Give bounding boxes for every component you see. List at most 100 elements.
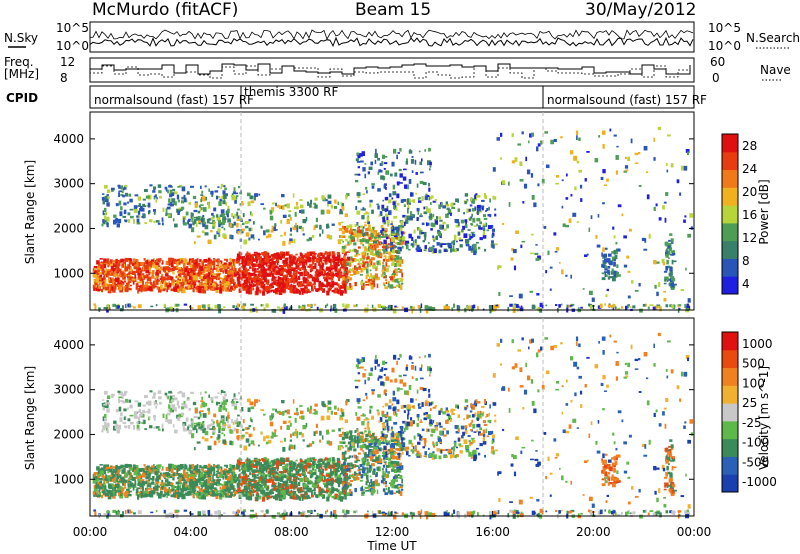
velocity-cell — [194, 481, 199, 487]
power-cell — [136, 215, 139, 218]
power-cell — [263, 207, 266, 210]
power-cell — [602, 144, 605, 149]
power-cell — [232, 305, 235, 308]
velocity-cell — [135, 489, 139, 494]
power-cell — [190, 212, 194, 218]
velocity-cell — [161, 468, 164, 471]
power-cell — [401, 272, 404, 278]
power-cell — [425, 222, 428, 227]
velocity-cell — [346, 477, 349, 481]
power-cell — [278, 205, 281, 209]
power-cell — [184, 267, 188, 273]
velocity-cell — [124, 463, 129, 468]
velocity-cell — [197, 486, 201, 489]
velocity-cell — [250, 494, 253, 497]
power-cell — [604, 265, 607, 270]
power-cell — [380, 225, 384, 229]
station-title: McMurdo (fitACF) — [92, 0, 238, 20]
power-cell — [540, 140, 543, 145]
power-cell — [281, 267, 285, 270]
velocity-cell — [154, 485, 157, 491]
power-cell — [632, 305, 636, 309]
velocity-cell — [125, 493, 128, 498]
power-cell — [129, 198, 133, 203]
power-cell — [320, 209, 325, 215]
freq-label-line1: Freq. — [4, 55, 34, 69]
power-cell — [288, 261, 292, 267]
power-cell — [400, 199, 404, 203]
power-cell — [121, 263, 125, 268]
power-cell — [194, 263, 199, 267]
power-cell — [154, 265, 159, 270]
power-cell — [328, 270, 330, 273]
power-cell — [396, 260, 400, 264]
power-cell — [357, 263, 361, 266]
power-cell — [159, 284, 163, 290]
power-cell — [270, 270, 273, 276]
power-cell — [377, 236, 381, 240]
velocity-cell — [207, 479, 210, 485]
power-cell — [142, 266, 145, 271]
power-cell — [248, 237, 251, 241]
velocity-cell — [146, 465, 149, 471]
power-cell — [281, 286, 286, 289]
power-cell — [392, 286, 397, 289]
power-cell — [575, 130, 579, 136]
power-cell — [179, 267, 182, 270]
power-cell — [214, 190, 219, 193]
power-cell — [207, 239, 212, 244]
velocity-cell — [92, 490, 96, 495]
power-cell — [184, 286, 188, 289]
power-cell — [342, 276, 346, 281]
power-cell — [226, 281, 230, 285]
power-cell — [180, 260, 183, 264]
power-cell — [399, 239, 402, 242]
power-cell — [159, 280, 163, 285]
power-cell — [467, 229, 471, 231]
power-cell — [353, 242, 357, 246]
power-cell — [249, 285, 252, 289]
power-cell — [502, 222, 505, 226]
velocity-cell — [212, 474, 216, 476]
power-cell — [211, 260, 216, 265]
power-cell — [101, 196, 104, 201]
power-cell — [634, 152, 639, 156]
velocity-cell — [124, 479, 127, 483]
power-cell — [203, 274, 208, 277]
power-cell — [396, 154, 398, 160]
power-cell — [130, 269, 133, 272]
velocity-cell — [119, 493, 124, 499]
velocity-cell — [152, 488, 156, 492]
power-cell — [300, 281, 303, 286]
velocity-cell — [220, 483, 224, 486]
velocity-cell — [255, 465, 258, 470]
power-cell — [276, 254, 281, 260]
power-cell — [240, 305, 245, 309]
freq-tick-top: 12 — [60, 55, 75, 69]
power-cell — [300, 306, 305, 311]
power-cell — [370, 260, 373, 266]
power-cell — [338, 268, 342, 272]
power-cell — [325, 274, 330, 277]
velocity-cell — [115, 479, 119, 483]
power-cell — [167, 275, 171, 281]
power-cell — [240, 277, 243, 281]
power-cell — [92, 284, 96, 289]
power-cell — [120, 185, 124, 190]
power-cell — [277, 276, 280, 280]
power-cell — [331, 273, 334, 276]
power-cell — [364, 280, 369, 283]
power-cell — [615, 306, 617, 310]
velocity-cell — [138, 491, 142, 494]
power-cell — [439, 224, 443, 230]
power-cell — [454, 248, 457, 253]
power-cell — [266, 291, 270, 294]
velocity-cell — [213, 487, 216, 492]
velocity-cell — [166, 493, 169, 496]
power-cell — [248, 289, 252, 295]
power-cell — [602, 247, 605, 253]
power-cell — [119, 287, 124, 293]
velocity-cell — [187, 486, 190, 489]
power-cell — [471, 208, 475, 212]
velocity-cell — [192, 481, 196, 487]
